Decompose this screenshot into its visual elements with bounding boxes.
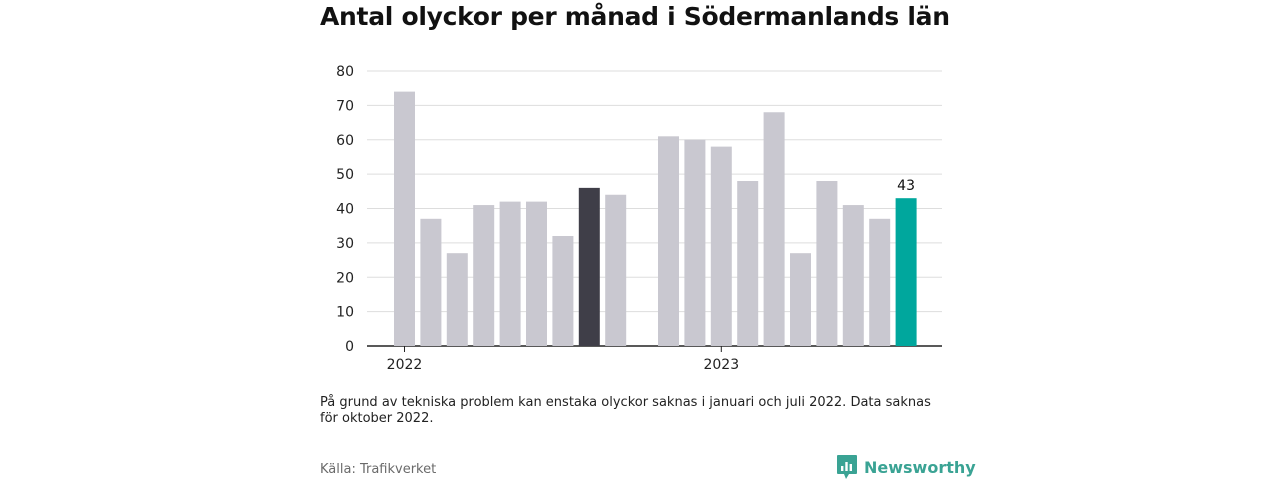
x-tick-label: 2023 xyxy=(703,357,739,373)
y-tick-label: 50 xyxy=(336,167,354,183)
y-tick-label: 80 xyxy=(336,64,354,80)
bar xyxy=(790,253,811,346)
bar xyxy=(816,181,838,346)
bar xyxy=(473,205,495,346)
bar xyxy=(869,218,891,346)
bar xyxy=(526,201,547,346)
bar xyxy=(763,112,785,346)
bar xyxy=(710,146,732,346)
bar-chart: 0 10 20 30 40 50 60 70 80 43 2022 2023 xyxy=(336,64,942,373)
bar xyxy=(895,198,917,346)
bar xyxy=(446,253,468,346)
y-tick-label: 30 xyxy=(336,236,354,252)
y-tick-label: 70 xyxy=(336,98,354,114)
tick-labels: 0 10 20 30 40 50 60 70 80 43 2022 2023 xyxy=(336,64,915,373)
bar xyxy=(684,139,706,346)
y-tick-label: 40 xyxy=(336,202,354,218)
bar xyxy=(552,236,574,346)
chart-title: Antal olyckor per månad i Södermanlands … xyxy=(320,2,950,31)
bar xyxy=(605,194,627,346)
bar xyxy=(737,181,759,346)
data-label: 43 xyxy=(897,178,915,194)
x-tick-label: 2022 xyxy=(387,357,423,373)
bar xyxy=(499,201,521,346)
bars xyxy=(394,91,917,346)
bar xyxy=(842,205,864,346)
bar xyxy=(578,187,600,346)
bar xyxy=(394,91,415,346)
newsworthy-logo-icon xyxy=(837,455,857,479)
chart-note: På grund av tekniska problem kan enstaka… xyxy=(320,395,931,426)
y-tick-label: 20 xyxy=(336,270,354,286)
brand-logo[interactable]: Newsworthy xyxy=(836,454,976,480)
bar xyxy=(420,218,442,346)
bar xyxy=(658,136,679,346)
y-tick-label: 10 xyxy=(336,305,354,321)
source-label: Källa: Trafikverket xyxy=(320,462,437,477)
y-tick-label: 60 xyxy=(336,133,354,149)
y-tick-label: 0 xyxy=(345,339,354,355)
brand-name: Newsworthy xyxy=(864,457,976,477)
